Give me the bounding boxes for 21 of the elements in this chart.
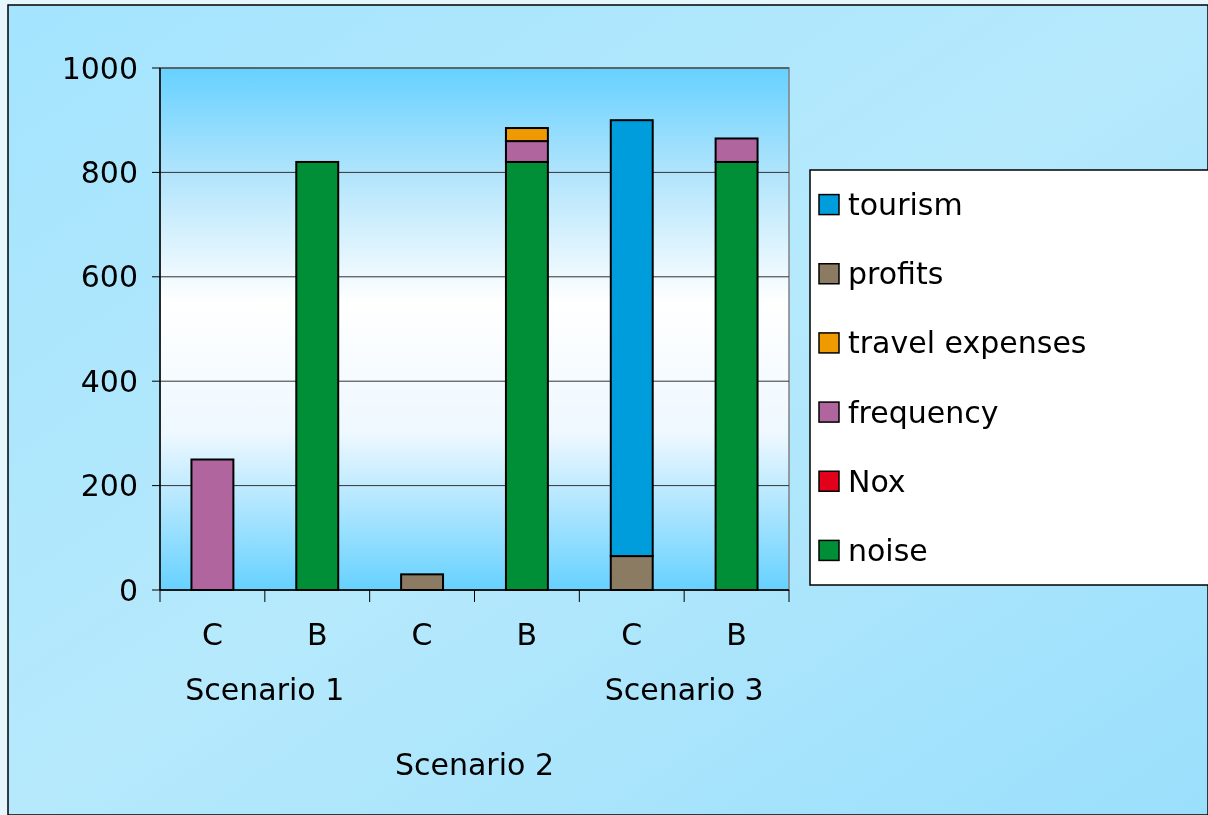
y-tick-label: 800 (80, 154, 138, 190)
x-tick-label: B (516, 617, 538, 652)
text: Scenario 2 (394, 747, 555, 782)
y-tick-label: 400 (80, 363, 138, 399)
text: Scenario 3 (604, 672, 764, 707)
legend-label: frequency (848, 394, 999, 430)
x-tick-label: B (726, 617, 747, 652)
x-tick-label: C (201, 617, 223, 652)
x-tick-label: C (411, 617, 433, 652)
x-tick-label: C (621, 617, 643, 652)
legend-label: travel expenses (848, 325, 1087, 361)
y-tick-label: 200 (80, 468, 138, 504)
legend-label: noise (848, 532, 928, 568)
legend-label: Nox (848, 463, 906, 499)
y-tick-label: 1000 (61, 50, 138, 86)
text: Scenario 1 (185, 672, 345, 707)
legend-label: tourism (848, 187, 963, 223)
y-tick-label: 0 (118, 572, 138, 608)
x-tick-label: B (306, 617, 328, 652)
legend-label: profits (848, 256, 944, 292)
y-tick-label: 600 (80, 259, 138, 295)
